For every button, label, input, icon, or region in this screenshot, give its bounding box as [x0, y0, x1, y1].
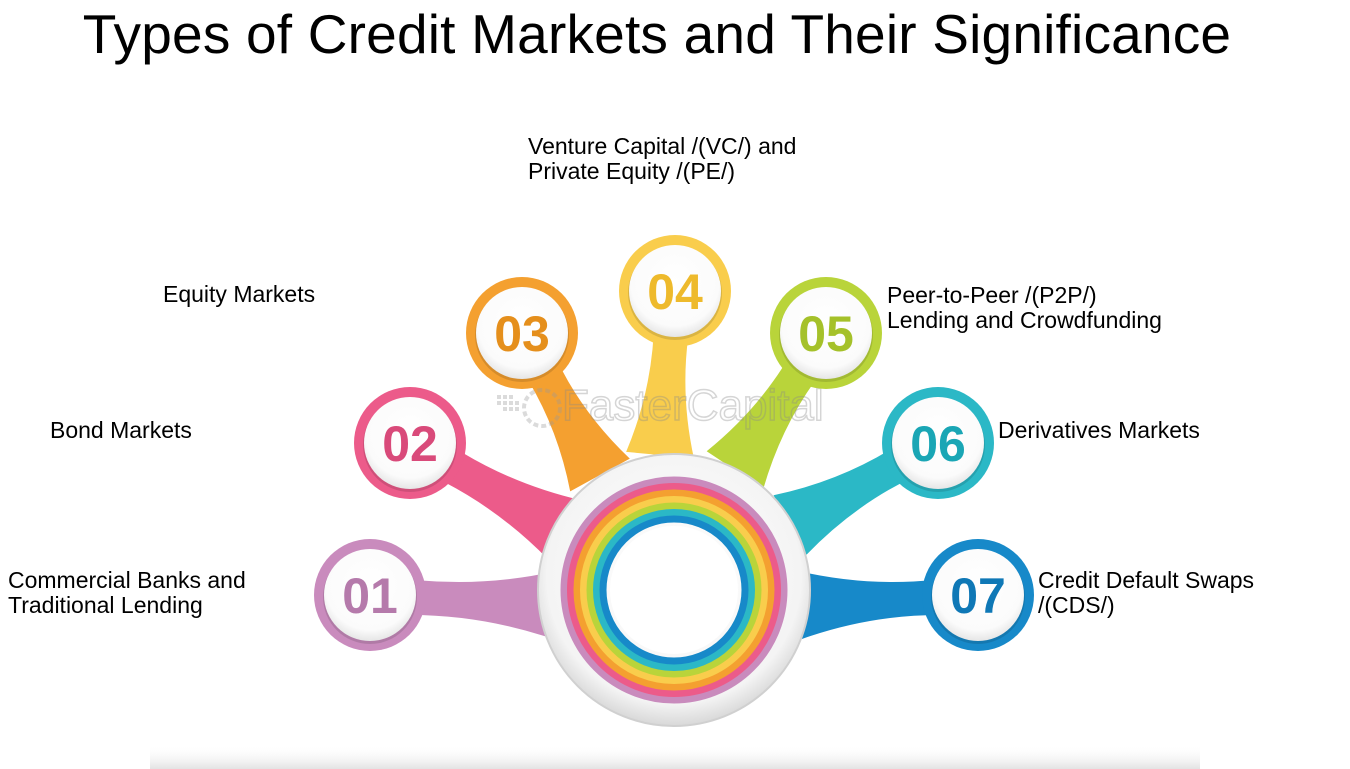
label-line: /(CDS/) [1038, 592, 1115, 618]
hub-ring [586, 502, 762, 678]
node-01: 01 [314, 539, 426, 651]
node-05: 05 [770, 277, 882, 389]
watermark-logo: FasterCapital [497, 380, 824, 431]
label-06: Derivatives Markets [998, 418, 1200, 443]
label-02: Bond Markets [50, 418, 192, 443]
hub-ring [593, 509, 755, 671]
label-line: Traditional Lending [8, 592, 203, 618]
label-03: Equity Markets [163, 282, 315, 307]
label-line: Commercial Banks and [8, 567, 246, 593]
hub-center [610, 526, 738, 654]
node-number-06: 06 [910, 416, 966, 472]
hub-ring [573, 489, 775, 691]
node-number-01: 01 [342, 568, 398, 624]
node-02: 02 [354, 387, 466, 499]
node-03: 03 [466, 277, 578, 389]
node-number-02: 02 [382, 416, 438, 472]
label-line: Derivatives Markets [998, 417, 1200, 443]
node-number-03: 03 [494, 306, 550, 362]
hub-ring [580, 496, 768, 684]
node-04: 04 [619, 235, 731, 347]
hub-ring [567, 483, 781, 697]
page-title: Types of Credit Markets and Their Signif… [82, 3, 1232, 65]
base-shadow [150, 745, 1200, 769]
label-line: Bond Markets [50, 417, 192, 443]
label-07: Credit Default Swaps/(CDS/) [1038, 568, 1254, 618]
node-number-05: 05 [798, 306, 854, 362]
node-07: 07 [922, 539, 1034, 651]
node-number-07: 07 [950, 568, 1006, 624]
label-line: Lending and Crowdfunding [887, 307, 1162, 333]
hub-ring [560, 476, 788, 704]
label-line: Credit Default Swaps [1038, 567, 1255, 593]
label-line: Venture Capital /(VC/) and [528, 133, 797, 159]
hub-ring [599, 515, 749, 665]
node-06: 06 [882, 387, 994, 499]
label-line: Peer-to-Peer /(P2P/) [887, 282, 1097, 308]
central-hub [537, 453, 811, 727]
label-line: Equity Markets [163, 281, 316, 307]
label-05: Peer-to-Peer /(P2P/) Lending and Crowdfun… [887, 283, 1162, 333]
svg-text:FasterCapital: FasterCapital [562, 381, 824, 430]
node-number-04: 04 [647, 264, 703, 320]
label-01: Commercial Banks and Traditional Lending [8, 568, 246, 618]
label-04: Venture Capital /(VC/) and Private Equity… [528, 134, 796, 184]
label-line: Private Equity /(PE/) [528, 158, 736, 184]
